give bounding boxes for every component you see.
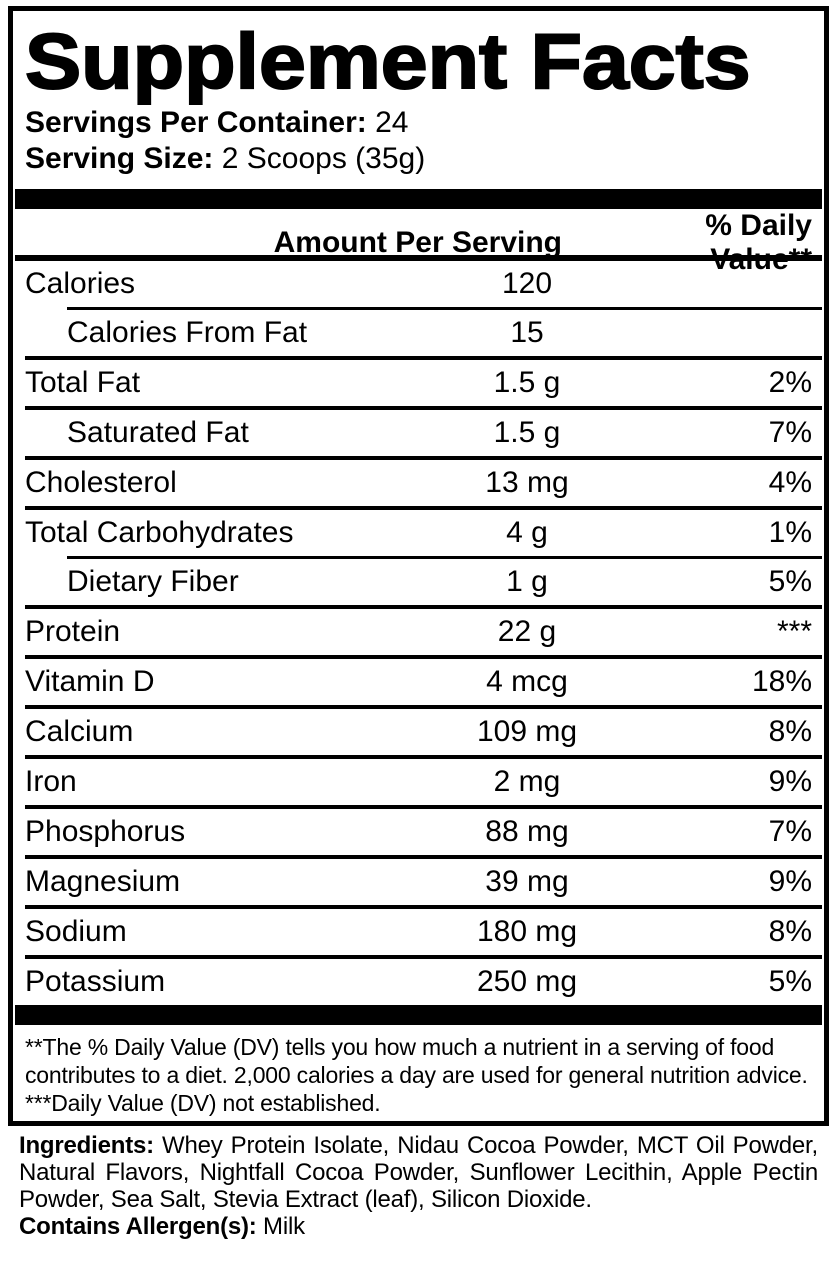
table-header-row: Amount Per Serving % Daily Value** bbox=[25, 209, 812, 276]
row-separator bbox=[25, 855, 822, 859]
row-separator bbox=[25, 655, 822, 659]
nutrient-amount: 22 g bbox=[497, 615, 557, 648]
facts-table-body: Calories 120 Calories From Fat 15 Total Fat 1… bbox=[25, 261, 822, 1005]
table-row: Total Carbohydrates 4 g 1% bbox=[25, 510, 812, 556]
row-separator bbox=[25, 456, 822, 460]
nutrient-amount: 180 mg bbox=[476, 915, 578, 948]
table-row: Calcium 109 mg 8% bbox=[25, 709, 812, 755]
row-separator bbox=[25, 755, 822, 759]
row-separator bbox=[25, 705, 822, 709]
nutrient-amount: 4 g bbox=[506, 516, 548, 549]
table-row: Potassium 250 mg 5% bbox=[25, 959, 812, 1005]
row-separator bbox=[25, 605, 822, 609]
table-row: Protein 22 g *** bbox=[25, 609, 812, 655]
nutrient-amount: 2 mg bbox=[493, 765, 561, 798]
nutrient-name: Protein bbox=[25, 615, 121, 648]
row-separator bbox=[25, 955, 822, 959]
table-row: Sodium 180 mg 8% bbox=[25, 909, 812, 955]
ingredients-paragraph: Ingredients: Whey Protein Isolate, Nidau… bbox=[19, 1132, 818, 1213]
table-row: Iron 2 mg 9% bbox=[25, 759, 812, 805]
header-separator bbox=[15, 255, 822, 261]
servings-per-container-line: Servings Per Container: 24 bbox=[25, 105, 812, 141]
nutrient-name: Cholesterol bbox=[25, 466, 177, 499]
nutrient-daily-value: *** bbox=[776, 615, 812, 648]
nutrient-amount: 1.5 g bbox=[493, 366, 561, 399]
nutrient-name: Potassium bbox=[25, 965, 166, 998]
nutrient-name: Iron bbox=[25, 765, 77, 798]
table-row: Total Fat 1.5 g 2% bbox=[25, 360, 812, 406]
nutrient-daily-value: 4% bbox=[768, 466, 812, 499]
allergen-line: Contains Allergen(s): Milk bbox=[19, 1213, 818, 1240]
nutrient-name: Sodium bbox=[25, 915, 127, 948]
nutrient-name: Calcium bbox=[25, 715, 134, 748]
ingredients-block: Ingredients: Whey Protein Isolate, Nidau… bbox=[19, 1132, 818, 1240]
nutrient-amount: 250 mg bbox=[476, 965, 578, 998]
nutrient-daily-value: 1% bbox=[768, 516, 812, 549]
nutrient-amount: 4 mcg bbox=[486, 665, 568, 698]
nutrient-daily-value: 9% bbox=[768, 865, 812, 898]
panel-title: Supplement Facts bbox=[24, 16, 752, 106]
serving-size-line: Serving Size: 2 Scoops (35g) bbox=[25, 141, 812, 177]
table-row: Cholesterol 13 mg 4% bbox=[25, 460, 812, 506]
nutrient-name: Phosphorus bbox=[25, 815, 186, 848]
nutrient-name: Calories From Fat bbox=[67, 316, 308, 349]
nutrient-name: Total Fat bbox=[25, 366, 141, 399]
servings-per-container-value: 24 bbox=[375, 106, 409, 139]
nutrient-name: Saturated Fat bbox=[67, 416, 249, 449]
nutrient-name: Calories bbox=[25, 267, 136, 300]
nutrient-amount: 39 mg bbox=[485, 865, 569, 898]
row-separator bbox=[25, 805, 822, 809]
amount-per-serving-header: Amount Per Serving bbox=[273, 226, 562, 259]
nutrient-amount: 15 bbox=[510, 316, 544, 349]
nutrient-name: Dietary Fiber bbox=[67, 565, 239, 598]
nutrient-name: Total Carbohydrates bbox=[25, 516, 294, 549]
row-separator bbox=[25, 506, 822, 510]
daily-value-footnote: **The % Daily Value (DV) tells you how m… bbox=[25, 1034, 808, 1088]
table-row: Calories 120 bbox=[25, 261, 812, 307]
servings-per-container-label: Servings Per Container: bbox=[25, 106, 367, 139]
nutrient-amount: 120 bbox=[501, 267, 553, 300]
serving-size-label: Serving Size: bbox=[25, 142, 214, 175]
nutrient-daily-value: 18% bbox=[751, 665, 812, 698]
nutrient-daily-value: 8% bbox=[768, 915, 812, 948]
row-separator bbox=[25, 905, 822, 909]
nutrient-daily-value: 8% bbox=[768, 715, 812, 748]
not-established-footnote: ***Daily Value (DV) not established. bbox=[25, 1090, 381, 1116]
table-row: Magnesium 39 mg 9% bbox=[25, 859, 812, 905]
table-row: Phosphorus 88 mg 7% bbox=[25, 809, 812, 855]
nutrient-daily-value: 2% bbox=[768, 366, 812, 399]
serving-size-value: 2 Scoops (35g) bbox=[221, 142, 426, 175]
allergen-value: Milk bbox=[256, 1213, 305, 1240]
row-separator bbox=[67, 556, 822, 559]
nutrient-name: Vitamin D bbox=[25, 665, 155, 698]
divider-bar-top bbox=[15, 189, 822, 209]
nutrient-amount: 109 mg bbox=[476, 715, 578, 748]
table-row: Calories From Fat 15 bbox=[25, 310, 812, 356]
nutrient-daily-value: 5% bbox=[768, 565, 812, 598]
nutrient-amount: 1.5 g bbox=[493, 416, 561, 449]
nutrient-name: Magnesium bbox=[25, 865, 181, 898]
row-separator bbox=[67, 307, 822, 310]
table-row: Saturated Fat 1.5 g 7% bbox=[25, 410, 812, 456]
nutrient-amount: 1 g bbox=[506, 565, 548, 598]
ingredients-label: Ingredients: bbox=[19, 1132, 154, 1159]
nutrient-amount: 88 mg bbox=[485, 815, 569, 848]
nutrient-daily-value: 7% bbox=[768, 416, 812, 449]
table-row: Vitamin D 4 mcg 18% bbox=[25, 659, 812, 705]
row-separator bbox=[25, 406, 822, 410]
daily-value-header: % Daily Value** bbox=[705, 209, 812, 276]
allergen-label: Contains Allergen(s): bbox=[19, 1213, 257, 1240]
ingredients-text: Whey Protein Isolate, Nidau Cocoa Powder… bbox=[19, 1132, 818, 1213]
divider-bar-bottom bbox=[15, 1005, 822, 1025]
nutrient-daily-value: 9% bbox=[768, 765, 812, 798]
footnotes: **The % Daily Value (DV) tells you how m… bbox=[25, 1025, 812, 1121]
nutrient-amount: 13 mg bbox=[485, 466, 569, 499]
table-row: Dietary Fiber 1 g 5% bbox=[25, 559, 812, 605]
row-separator bbox=[25, 356, 822, 360]
supplement-facts-panel: Supplement Facts Servings Per Container:… bbox=[8, 6, 829, 1126]
nutrient-daily-value: 5% bbox=[768, 965, 812, 998]
nutrient-daily-value: 7% bbox=[768, 815, 812, 848]
